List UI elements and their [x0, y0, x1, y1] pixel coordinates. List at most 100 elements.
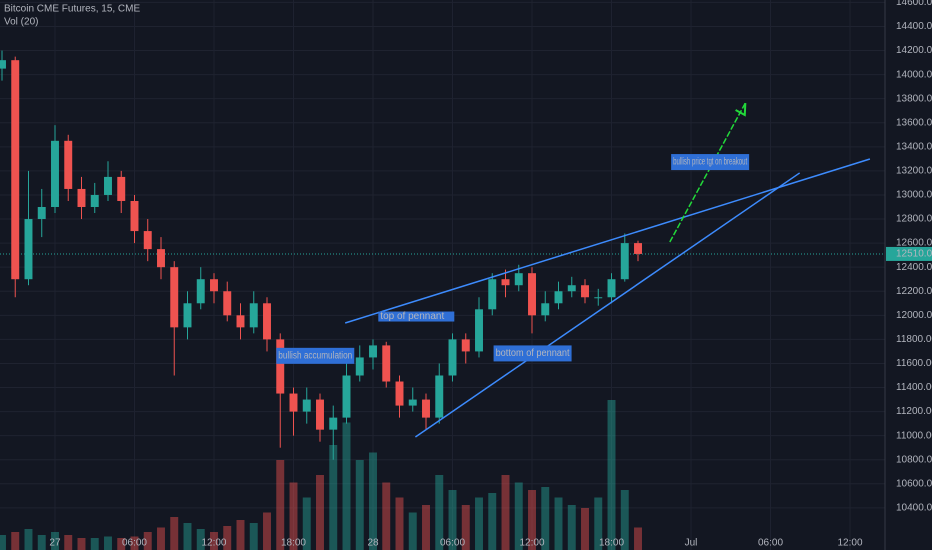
- volume-bar: [196, 529, 205, 550]
- candle-body: [435, 375, 444, 418]
- candle-body: [355, 357, 364, 376]
- candle-body: [528, 273, 536, 316]
- volume-bar: [395, 497, 404, 550]
- y-tick-label: 13200.00: [896, 166, 932, 177]
- volume-bar: [594, 497, 603, 550]
- volume-bar: [554, 497, 563, 550]
- trend-line: [669, 102, 746, 243]
- volume-bar: [501, 475, 510, 550]
- last-price-label: 12510.0: [896, 249, 932, 260]
- volume-bar: [581, 508, 589, 550]
- annotation-box: [276, 347, 355, 364]
- volume-bar: [77, 538, 86, 550]
- x-tick-label: 27: [49, 538, 61, 549]
- volume-bar: [369, 452, 377, 550]
- volume-bar: [90, 538, 99, 550]
- y-tick-label: 14400.00: [896, 21, 932, 32]
- y-tick-label: 12200.00: [896, 286, 932, 297]
- volume-bar: [170, 517, 179, 550]
- y-tick-label: 12400.00: [896, 262, 932, 273]
- volume-bar: [24, 529, 33, 550]
- volume-bar: [37, 535, 46, 550]
- annotation-text: bullish accumulation: [278, 350, 352, 361]
- annotation-box: [671, 154, 750, 171]
- volume-bar: [620, 490, 629, 550]
- candle-body: [408, 399, 417, 406]
- candle-body: [196, 279, 205, 304]
- y-tick-label: 11600.00: [896, 358, 932, 369]
- volume-bar: [567, 505, 576, 550]
- candle-body: [130, 200, 139, 232]
- volume-bar: [302, 497, 311, 550]
- volume-bar: [223, 526, 232, 550]
- candle-body: [329, 417, 338, 430]
- trend-line: [344, 158, 871, 324]
- volume-bar: [514, 482, 523, 550]
- x-tick-label: 18:00: [281, 538, 306, 549]
- volume-bar: [408, 512, 417, 550]
- candle-body: [581, 285, 589, 298]
- candle-body: [541, 303, 550, 316]
- volume-bar: [64, 535, 73, 550]
- volume-bar: [342, 422, 351, 550]
- candle-body: [183, 303, 192, 328]
- volume-bar: [236, 520, 245, 550]
- volume-bar: [422, 505, 430, 550]
- y-tick-label: 12600.00: [896, 238, 932, 249]
- x-tick-label: 18:00: [599, 538, 624, 549]
- y-tick-label: 13400.00: [896, 141, 932, 152]
- volume-bar: [130, 536, 139, 550]
- volume-bar: [316, 475, 324, 550]
- candle-body: [11, 60, 20, 280]
- candle-body: [104, 176, 112, 195]
- x-tick-label: 12:00: [201, 538, 226, 549]
- volume-bar: [607, 400, 616, 550]
- y-tick-label: 13800.00: [896, 93, 932, 104]
- candle-body: [422, 399, 430, 418]
- candle-body: [90, 194, 99, 208]
- candle-body: [143, 231, 152, 250]
- candle-body: [289, 393, 298, 412]
- y-tick-label: 10800.00: [896, 454, 932, 465]
- volume-bar: [210, 532, 218, 550]
- x-tick-label: 12:00: [519, 538, 544, 549]
- volume-bar: [382, 482, 391, 550]
- price-axis: [885, 0, 932, 550]
- candle-body: [302, 399, 311, 412]
- y-tick-label: 12000.00: [896, 310, 932, 321]
- candle-body: [64, 140, 73, 189]
- y-tick-label: 14600.00: [896, 0, 932, 8]
- volume-bar: [117, 538, 126, 550]
- y-tick-label: 13600.00: [896, 117, 932, 128]
- annotation: bullish accumulation: [276, 347, 355, 364]
- candle-body: [117, 176, 126, 201]
- volume-bar: [488, 493, 497, 550]
- candle-body: [77, 188, 86, 208]
- candle-body: [382, 345, 391, 382]
- annotation-box: [493, 345, 572, 362]
- candle-body: [37, 207, 46, 220]
- annotation-text: bullish price tgt on breakout: [673, 157, 747, 168]
- volume-bar: [289, 482, 298, 550]
- candle-body: [554, 291, 563, 304]
- candle-body: [210, 279, 218, 292]
- y-tick-label: 10600.00: [896, 478, 932, 489]
- volume-bar: [157, 527, 165, 550]
- candle-body: [24, 219, 33, 280]
- volume-bar: [355, 460, 364, 550]
- annotation: bullish price tgt on breakout: [671, 154, 750, 171]
- annotation-text: bottom of pennant: [496, 348, 570, 359]
- candle-body: [634, 243, 642, 254]
- volume-bar: [634, 527, 642, 550]
- candle-body: [316, 399, 324, 430]
- trend-line: [414, 172, 801, 438]
- candle-body: [0, 60, 6, 69]
- x-tick-label: 06:00: [122, 538, 147, 549]
- y-tick-label: 11000.00: [896, 430, 932, 441]
- volume-bar: [104, 536, 112, 550]
- volume-bar: [51, 532, 59, 550]
- volume-bar: [183, 523, 192, 550]
- volume-bar: [541, 487, 550, 550]
